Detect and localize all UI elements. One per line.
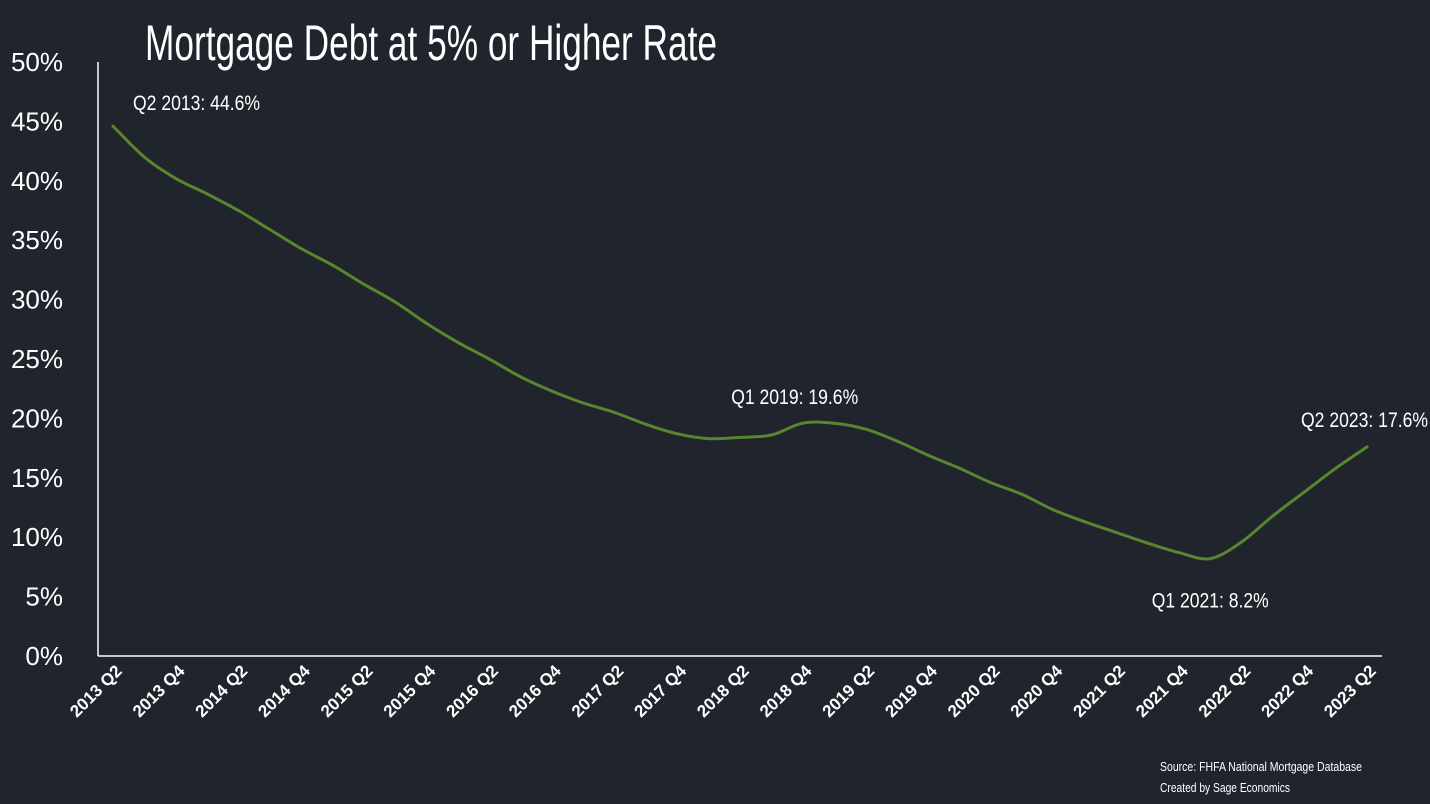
- x-tick-label: 2017 Q4: [631, 661, 691, 721]
- data-point: [330, 263, 334, 267]
- y-tick-label: 25%: [11, 344, 63, 374]
- y-tick-label: 40%: [11, 166, 63, 196]
- x-tick-label: 2014 Q2: [192, 661, 252, 721]
- data-point: [1083, 520, 1087, 524]
- data-point: [675, 432, 679, 436]
- x-tick-label: 2017 Q2: [568, 661, 628, 721]
- data-point: [1365, 445, 1369, 449]
- data-point: [1146, 541, 1149, 545]
- data-point: [832, 421, 836, 425]
- y-tick-label: 0%: [25, 641, 63, 671]
- x-tick-label: 2014 Q4: [254, 661, 314, 721]
- y-tick-label: 35%: [11, 225, 63, 255]
- y-tick-label: 50%: [11, 47, 63, 77]
- data-point: [205, 192, 209, 196]
- x-tick-label: 2013 Q4: [129, 661, 189, 721]
- y-tick-label: 15%: [11, 463, 63, 493]
- data-annotation: Q1 2021: 8.2%: [1152, 590, 1269, 613]
- data-point: [1020, 492, 1024, 496]
- source-note: Source: FHFA National Mortgage Database …: [1160, 759, 1362, 795]
- data-point: [268, 228, 272, 231]
- x-tick-label: 2015 Q2: [317, 661, 377, 721]
- data-point: [1271, 514, 1275, 518]
- credit-line: Created by Sage Economics: [1160, 780, 1290, 795]
- data-point: [456, 340, 460, 344]
- series-layer: [111, 124, 1369, 561]
- x-tick-label: 2016 Q2: [442, 661, 502, 721]
- y-tick-label: 45%: [11, 106, 63, 136]
- data-point: [111, 124, 115, 128]
- data-point: [738, 435, 742, 439]
- x-tick-label: 2018 Q2: [693, 661, 753, 721]
- y-tick-label: 10%: [11, 522, 63, 552]
- x-tick-label: 2022 Q2: [1195, 661, 1255, 721]
- x-tick-label: 2023 Q2: [1320, 661, 1380, 721]
- x-tick-label: 2018 Q4: [756, 661, 816, 721]
- y-tick-label: 20%: [11, 403, 63, 433]
- x-tick-label: 2020 Q2: [944, 661, 1004, 721]
- data-annotation: Q2 2023: 17.6%: [1301, 409, 1428, 432]
- x-tick-label: 2016 Q4: [505, 661, 565, 721]
- data-point: [362, 282, 366, 286]
- y-tick-label: 30%: [11, 285, 63, 315]
- data-point: [581, 401, 585, 405]
- x-tick-label: 2015 Q4: [380, 661, 440, 721]
- chart-title: Mortgage Debt at 5% or Higher Rate: [145, 15, 717, 71]
- data-point: [1240, 540, 1244, 544]
- data-point: [1177, 551, 1181, 555]
- y-tick-labels: 0% 5% 10% 15% 20% 25% 30% 35% 40% 45% 50%: [11, 47, 63, 671]
- data-point: [425, 321, 428, 325]
- data-annotation: Q1 2019: 19.6%: [731, 386, 858, 409]
- data-point: [707, 437, 711, 441]
- x-tick-label: 2021 Q2: [1069, 661, 1129, 721]
- data-point: [926, 453, 930, 457]
- data-point: [519, 375, 522, 379]
- x-tick-label: 2019 Q4: [881, 661, 941, 721]
- x-tick-label: 2021 Q4: [1132, 661, 1192, 721]
- data-point: [895, 439, 899, 443]
- data-point: [174, 176, 178, 180]
- data-point: [613, 411, 617, 414]
- source-line: Source: FHFA National Mortgage Database: [1160, 759, 1362, 774]
- data-annotation: Q2 2013: 44.6%: [133, 92, 260, 115]
- data-point: [393, 300, 397, 304]
- series-line: [111, 124, 1369, 561]
- x-tick-label: 2022 Q4: [1258, 661, 1318, 721]
- y-tick-label: 5%: [25, 582, 63, 612]
- x-tick-label: 2019 Q2: [819, 661, 879, 721]
- x-tick-label: 2013 Q2: [66, 661, 126, 721]
- data-point: [1208, 557, 1212, 561]
- data-point: [236, 209, 240, 212]
- data-point: [142, 155, 146, 159]
- x-tick-labels: 2013 Q2 2013 Q4 2014 Q2 2014 Q4 2015 Q2 2015 …: [66, 661, 1380, 721]
- data-point: [769, 433, 773, 437]
- data-point: [989, 481, 993, 485]
- data-point: [1302, 490, 1306, 494]
- data-point: [958, 466, 961, 470]
- data-point: [299, 247, 303, 250]
- data-point: [644, 422, 648, 426]
- x-tick-label: 2020 Q4: [1007, 661, 1067, 721]
- data-point: [863, 427, 867, 431]
- data-point: [550, 389, 554, 393]
- annotations: Q2 2013: 44.6% Q1 2019: 19.6% Q1 2021: 8.2…: [133, 92, 1428, 612]
- data-point: [1052, 508, 1055, 512]
- data-point: [1334, 466, 1338, 470]
- data-point: [487, 357, 491, 361]
- data-point: [1114, 530, 1118, 534]
- data-point: [801, 421, 805, 425]
